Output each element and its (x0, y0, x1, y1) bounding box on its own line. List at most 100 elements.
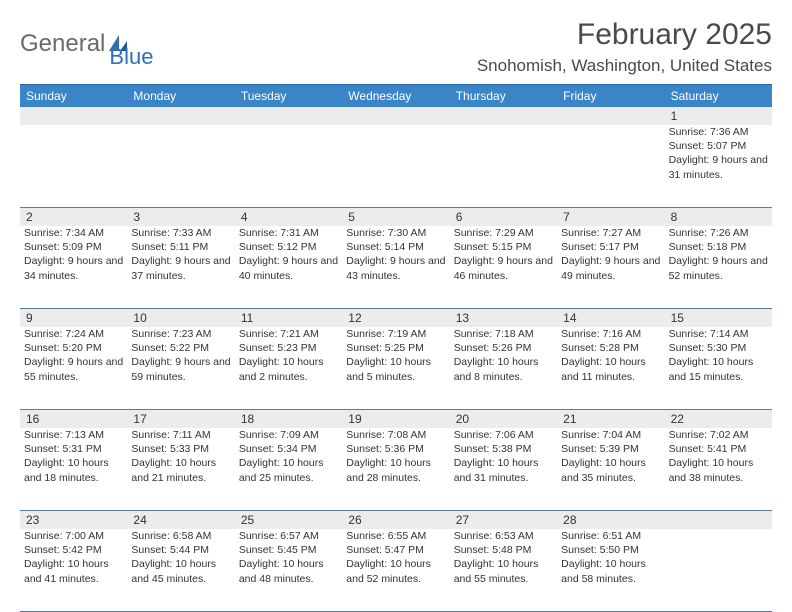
daylight-text: Daylight: 9 hours and 55 minutes. (24, 355, 123, 383)
logo-word-general: General (20, 30, 105, 58)
day-cell: Sunrise: 6:51 AMSunset: 5:50 PMDaylight:… (557, 529, 664, 611)
day-number: 28 (557, 511, 664, 529)
day-header-row: Sunday Monday Tuesday Wednesday Thursday… (20, 84, 772, 107)
day-number: 21 (557, 410, 664, 428)
sunset-text: Sunset: 5:30 PM (669, 341, 768, 355)
day-number: 14 (557, 309, 664, 327)
day-number: 27 (450, 511, 557, 529)
day-header-tue: Tuesday (235, 85, 342, 107)
sunset-text: Sunset: 5:44 PM (131, 543, 230, 557)
sunrise-text: Sunrise: 7:21 AM (239, 327, 338, 341)
sunrise-text: Sunrise: 6:51 AM (561, 529, 660, 543)
day-cell: Sunrise: 7:00 AMSunset: 5:42 PMDaylight:… (20, 529, 127, 611)
day-number: 23 (20, 511, 127, 529)
sunrise-text: Sunrise: 7:11 AM (131, 428, 230, 442)
sunrise-text: Sunrise: 7:30 AM (346, 226, 445, 240)
sunrise-text: Sunrise: 7:04 AM (561, 428, 660, 442)
day-cell: Sunrise: 7:11 AMSunset: 5:33 PMDaylight:… (127, 428, 234, 510)
daylight-text: Daylight: 10 hours and 15 minutes. (669, 355, 768, 383)
sunrise-text: Sunrise: 7:18 AM (454, 327, 553, 341)
sunset-text: Sunset: 5:20 PM (24, 341, 123, 355)
sunrise-text: Sunrise: 7:16 AM (561, 327, 660, 341)
sunrise-text: Sunrise: 7:24 AM (24, 327, 123, 341)
sunrise-text: Sunrise: 6:53 AM (454, 529, 553, 543)
day-cell: Sunrise: 6:57 AMSunset: 5:45 PMDaylight:… (235, 529, 342, 611)
daynum-row: 1 (20, 107, 772, 125)
sunset-text: Sunset: 5:36 PM (346, 442, 445, 456)
day-number (450, 107, 557, 125)
day-number: 12 (342, 309, 449, 327)
sunrise-text: Sunrise: 6:58 AM (131, 529, 230, 543)
daylight-text: Daylight: 10 hours and 35 minutes. (561, 456, 660, 484)
logo-word-blue: Blue (109, 44, 153, 70)
day-cell: Sunrise: 7:29 AMSunset: 5:15 PMDaylight:… (450, 226, 557, 308)
day-cell: Sunrise: 7:14 AMSunset: 5:30 PMDaylight:… (665, 327, 772, 409)
sunset-text: Sunset: 5:25 PM (346, 341, 445, 355)
week-row: Sunrise: 7:00 AMSunset: 5:42 PMDaylight:… (20, 529, 772, 612)
daylight-text: Daylight: 9 hours and 43 minutes. (346, 254, 445, 282)
day-number: 20 (450, 410, 557, 428)
sunset-text: Sunset: 5:47 PM (346, 543, 445, 557)
day-header-mon: Monday (127, 85, 234, 107)
day-cell: Sunrise: 7:24 AMSunset: 5:20 PMDaylight:… (20, 327, 127, 409)
day-header-thu: Thursday (450, 85, 557, 107)
day-cell: Sunrise: 7:27 AMSunset: 5:17 PMDaylight:… (557, 226, 664, 308)
sunrise-text: Sunrise: 7:02 AM (669, 428, 768, 442)
day-number: 11 (235, 309, 342, 327)
day-number: 17 (127, 410, 234, 428)
day-number: 9 (20, 309, 127, 327)
day-number: 19 (342, 410, 449, 428)
day-number: 16 (20, 410, 127, 428)
location: Snohomish, Washington, United States (477, 56, 772, 76)
sunset-text: Sunset: 5:42 PM (24, 543, 123, 557)
sunset-text: Sunset: 5:34 PM (239, 442, 338, 456)
day-cell (665, 529, 772, 611)
sunrise-text: Sunrise: 6:57 AM (239, 529, 338, 543)
sunrise-text: Sunrise: 7:14 AM (669, 327, 768, 341)
day-number: 7 (557, 208, 664, 226)
day-cell: Sunrise: 7:19 AMSunset: 5:25 PMDaylight:… (342, 327, 449, 409)
sunrise-text: Sunrise: 7:31 AM (239, 226, 338, 240)
week-row: Sunrise: 7:36 AMSunset: 5:07 PMDaylight:… (20, 125, 772, 208)
daylight-text: Daylight: 9 hours and 49 minutes. (561, 254, 660, 282)
day-number: 2 (20, 208, 127, 226)
daynum-row: 232425262728 (20, 511, 772, 529)
day-cell: Sunrise: 7:34 AMSunset: 5:09 PMDaylight:… (20, 226, 127, 308)
week-row: Sunrise: 7:24 AMSunset: 5:20 PMDaylight:… (20, 327, 772, 410)
sunrise-text: Sunrise: 7:27 AM (561, 226, 660, 240)
sunrise-text: Sunrise: 7:13 AM (24, 428, 123, 442)
sunrise-text: Sunrise: 7:08 AM (346, 428, 445, 442)
day-number: 25 (235, 511, 342, 529)
day-cell (450, 125, 557, 207)
sunset-text: Sunset: 5:23 PM (239, 341, 338, 355)
sunset-text: Sunset: 5:28 PM (561, 341, 660, 355)
daylight-text: Daylight: 10 hours and 8 minutes. (454, 355, 553, 383)
day-cell: Sunrise: 7:06 AMSunset: 5:38 PMDaylight:… (450, 428, 557, 510)
daylight-text: Daylight: 9 hours and 34 minutes. (24, 254, 123, 282)
sunrise-text: Sunrise: 7:34 AM (24, 226, 123, 240)
day-number: 3 (127, 208, 234, 226)
sunset-text: Sunset: 5:38 PM (454, 442, 553, 456)
day-number (557, 107, 664, 125)
day-cell: Sunrise: 7:09 AMSunset: 5:34 PMDaylight:… (235, 428, 342, 510)
week-row: Sunrise: 7:13 AMSunset: 5:31 PMDaylight:… (20, 428, 772, 511)
daylight-text: Daylight: 10 hours and 48 minutes. (239, 557, 338, 585)
daylight-text: Daylight: 10 hours and 55 minutes. (454, 557, 553, 585)
week-row: Sunrise: 7:34 AMSunset: 5:09 PMDaylight:… (20, 226, 772, 309)
daylight-text: Daylight: 9 hours and 46 minutes. (454, 254, 553, 282)
sunset-text: Sunset: 5:48 PM (454, 543, 553, 557)
day-cell: Sunrise: 7:36 AMSunset: 5:07 PMDaylight:… (665, 125, 772, 207)
day-header-sat: Saturday (665, 85, 772, 107)
day-cell: Sunrise: 7:08 AMSunset: 5:36 PMDaylight:… (342, 428, 449, 510)
daynum-row: 16171819202122 (20, 410, 772, 428)
day-number (235, 107, 342, 125)
sunrise-text: Sunrise: 6:55 AM (346, 529, 445, 543)
day-number: 10 (127, 309, 234, 327)
day-cell (20, 125, 127, 207)
day-number: 24 (127, 511, 234, 529)
day-number (665, 511, 772, 529)
sunrise-text: Sunrise: 7:19 AM (346, 327, 445, 341)
sunset-text: Sunset: 5:09 PM (24, 240, 123, 254)
daylight-text: Daylight: 9 hours and 59 minutes. (131, 355, 230, 383)
sunset-text: Sunset: 5:33 PM (131, 442, 230, 456)
